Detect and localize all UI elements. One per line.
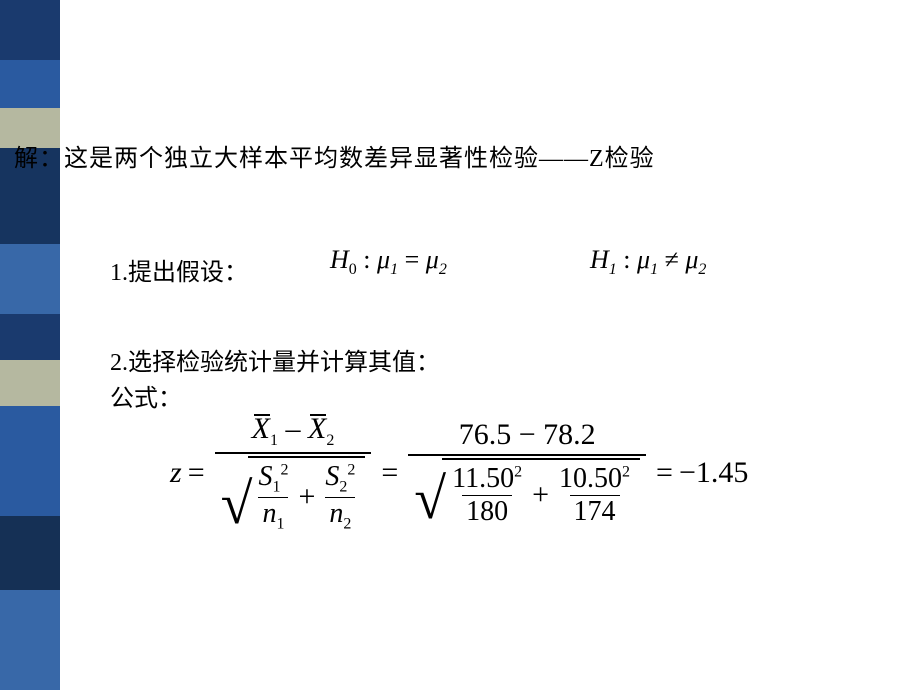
decorative-sidebar (0, 0, 60, 690)
result-value: −1.45 (679, 456, 748, 490)
sidebar-stripe (0, 516, 60, 590)
sidebar-stripe (0, 590, 60, 690)
hypothesis-h0: H0 : μ1 = μ2 (330, 245, 447, 279)
sidebar-stripe (0, 0, 60, 60)
step2-label-line2: 公式： (110, 378, 182, 413)
equals-sign: = (188, 456, 205, 490)
fraction-symbolic: X1 – X2 √ S12 n1 + S22 n2 (215, 410, 372, 535)
z-formula: z = X1 – X2 √ S12 n1 + (170, 410, 748, 535)
z-var: z (170, 456, 182, 490)
equals-sign-2: = (381, 456, 398, 490)
sidebar-stripe (0, 360, 60, 406)
hypothesis-h1: H1 : μ1 ≠ μ2 (590, 245, 706, 279)
sidebar-stripe (0, 244, 60, 314)
fraction-numeric: 76.5 − 78.2 √ 11.502 180 + 10.502 174 (408, 416, 646, 530)
step2-label-line1: 2.选择检验统计量并计算其值： (110, 342, 440, 377)
slide-content: 解：这是两个独立大样本平均数差异显著性检验——Z检验 1.提出假设： H0 : … (60, 0, 920, 690)
step1-label: 1.提出假设： (110, 252, 248, 287)
sidebar-stripe (0, 60, 60, 108)
sidebar-stripe (0, 314, 60, 360)
sidebar-stripe (0, 406, 60, 516)
equals-sign-3: = (656, 456, 673, 490)
solution-intro: 解：这是两个独立大样本平均数差异显著性检验——Z检验 (14, 138, 655, 173)
